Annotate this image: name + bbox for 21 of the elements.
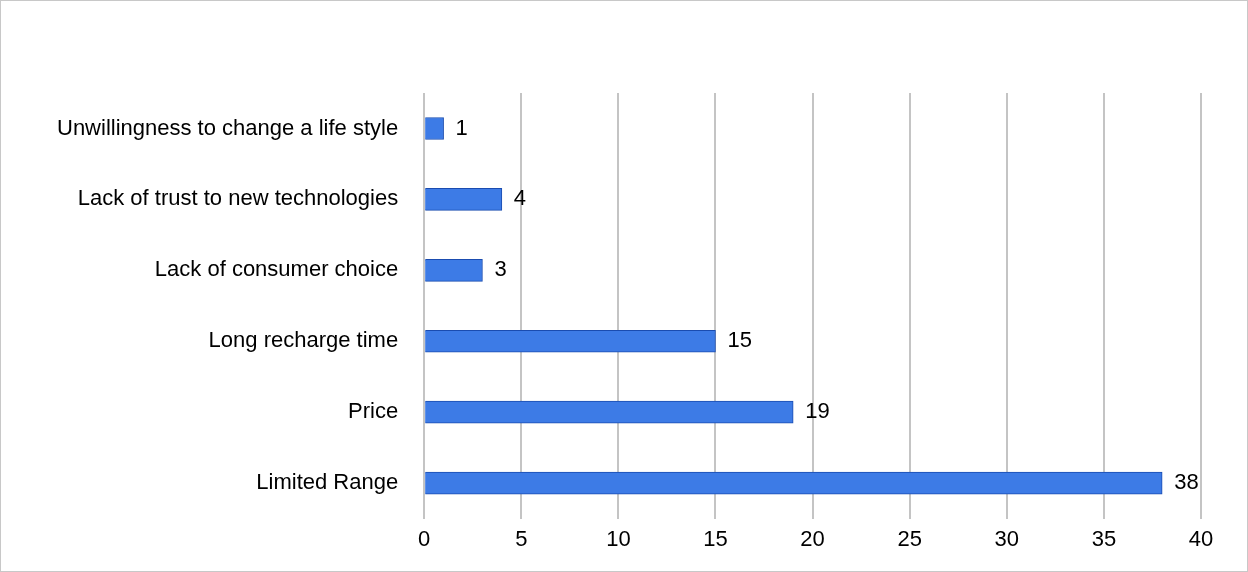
x-tick-label: 25 — [897, 525, 922, 551]
x-tick-label: 15 — [703, 525, 728, 551]
y-tick-label: Limited Range — [256, 469, 399, 495]
x-tick-label: 20 — [800, 525, 825, 551]
x-tick-label: 10 — [606, 525, 631, 551]
y-tick-label: Unwillingness to change a life style — [57, 114, 399, 140]
x-tick-label: 0 — [418, 525, 431, 551]
data-label: 3 — [494, 256, 507, 282]
x-tick-label: 5 — [515, 525, 528, 551]
y-tick-label: Lack of consumer choice — [154, 256, 399, 282]
y-tick-label: Price — [348, 398, 399, 424]
data-label: 4 — [513, 185, 527, 211]
x-tick-label: 40 — [1188, 525, 1214, 551]
x-tick-label: 30 — [994, 525, 1020, 551]
y-tick-label: Lack of trust to new technologies — [77, 185, 399, 211]
y-tick-label: Long recharge time — [208, 327, 399, 353]
x-tick-label: 35 — [1091, 525, 1117, 551]
data-label: 15 — [727, 327, 752, 353]
data-label: 1 — [455, 114, 468, 140]
data-label: 38 — [1174, 469, 1199, 495]
data-label: 19 — [805, 398, 830, 424]
